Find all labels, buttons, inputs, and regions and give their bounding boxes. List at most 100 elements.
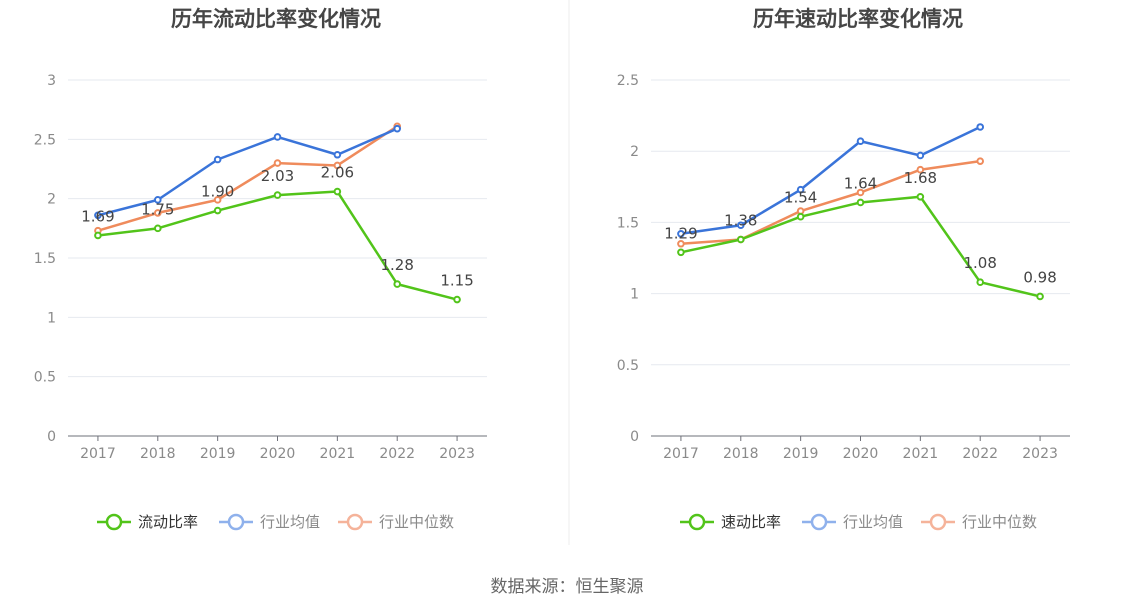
data-point-average	[333, 150, 342, 159]
data-point-primary	[213, 206, 222, 215]
x-tick-label: 2020	[260, 446, 296, 462]
data-point-primary	[736, 235, 745, 244]
data-label: 2.03	[261, 167, 294, 185]
x-tick-label: 2021	[903, 446, 939, 462]
data-label: 1.64	[844, 174, 877, 192]
y-tick-label: 0.5	[617, 358, 639, 374]
data-point-median	[333, 161, 342, 170]
data-label: 1.90	[201, 183, 234, 201]
legend-label: 行业中位数	[962, 513, 1037, 531]
chart-title: 历年速动比率变化情况	[753, 7, 963, 31]
data-point-median	[153, 209, 162, 217]
x-tick-label: 2019	[783, 446, 819, 462]
x-tick-label: 2020	[843, 446, 879, 462]
y-tick-label: 3	[47, 73, 56, 89]
x-tick-label: 2017	[663, 446, 699, 462]
data-point-average	[976, 123, 985, 131]
data-point-median	[677, 239, 685, 248]
x-tick-label: 2021	[320, 446, 356, 462]
chart-panel-2: 历年速动比率变化情况 0 0.5 1 1.5 2 2.5 2017 2018 2019 2020 20…	[617, 7, 1070, 531]
legend-label: 行业均值	[260, 513, 320, 531]
data-point-average	[393, 124, 402, 133]
data-point-primary	[453, 295, 461, 304]
y-tick-label: 2.5	[34, 132, 56, 148]
legend-marker	[810, 513, 828, 531]
data-point-median	[856, 188, 865, 197]
y-tick-label: 2	[630, 144, 639, 160]
data-point-primary	[1036, 292, 1044, 301]
legend-marker	[929, 513, 947, 531]
data-label: 1.28	[381, 256, 414, 274]
data-point-average	[856, 137, 865, 146]
data-point-primary	[273, 191, 282, 199]
legend-item-primary: 流动比率	[97, 513, 198, 531]
legend-marker	[688, 513, 706, 531]
x-tick-label: 2018	[140, 446, 176, 462]
data-point-median	[916, 165, 925, 174]
legend-label: 流动比率	[138, 513, 198, 531]
data-label: 1.54	[784, 189, 817, 207]
legend-marker	[105, 513, 123, 531]
data-point-average	[153, 196, 162, 204]
data-point-average	[796, 185, 805, 194]
data-point-primary	[393, 280, 402, 288]
x-tick-label: 2017	[80, 446, 116, 462]
x-tick-label: 2018	[723, 446, 759, 462]
legend-label: 速动比率	[721, 513, 781, 531]
data-point-primary	[153, 224, 162, 233]
data-point-primary	[796, 212, 805, 221]
data-point-primary	[94, 231, 102, 240]
y-tick-label: 1	[47, 310, 56, 326]
data-point-primary	[856, 198, 865, 207]
legend-label: 行业均值	[843, 513, 903, 531]
data-label: 1.29	[664, 224, 697, 242]
data-label: 0.98	[1023, 268, 1056, 286]
data-point-median	[213, 196, 222, 204]
legend-marker	[227, 513, 245, 531]
x-tick-label: 2022	[962, 446, 998, 462]
data-point-median	[273, 159, 282, 167]
data-point-average	[677, 229, 685, 238]
y-tick-label: 1.5	[617, 215, 639, 231]
data-point-primary	[976, 278, 985, 287]
x-tick-label: 2019	[200, 446, 236, 462]
data-point-average	[916, 151, 925, 160]
x-tick-label: 2023	[439, 446, 475, 462]
series-line-median	[97, 125, 398, 232]
chart-title: 历年流动比率变化情况	[171, 7, 381, 31]
legend-item-primary: 速动比率	[680, 513, 781, 531]
legend-label: 行业中位数	[379, 513, 454, 531]
legend-marker	[346, 513, 364, 531]
data-point-primary	[677, 248, 685, 257]
chart-panel-1: 历年流动比率变化情况 0 0.5 1 1.5 2 2.5 3 2017 2018 2019 2020 2…	[34, 7, 487, 531]
series-line-average	[680, 125, 981, 236]
data-source: 数据来源：恒生聚源	[491, 577, 644, 597]
data-label: 1.68	[904, 169, 937, 187]
data-label: 2.06	[321, 164, 354, 182]
y-tick-label: 2.5	[617, 73, 639, 89]
data-label: 1.15	[440, 272, 473, 290]
data-point-average	[736, 221, 745, 230]
y-tick-label: 0.5	[34, 370, 56, 386]
legend-item-average: 行业均值	[219, 513, 320, 531]
x-tick-label: 2022	[379, 446, 415, 462]
x-tick-label: 2023	[1022, 446, 1058, 462]
y-tick-label: 1	[630, 287, 639, 303]
data-point-average	[94, 211, 102, 220]
series-line-median	[680, 159, 981, 246]
y-tick-label: 0	[630, 429, 639, 445]
legend-item-median: 行业中位数	[338, 513, 454, 531]
data-point-average	[213, 155, 222, 164]
y-tick-label: 1.5	[34, 251, 56, 267]
data-point-primary	[916, 192, 925, 201]
data-label: 1.69	[81, 207, 114, 225]
data-point-median	[976, 157, 985, 165]
data-label: 1.08	[964, 254, 997, 272]
legend-item-average: 行业均值	[802, 513, 903, 531]
data-point-primary	[333, 187, 342, 196]
data-label: 1.38	[724, 211, 757, 229]
data-label: 1.75	[141, 200, 174, 218]
y-tick-label: 2	[47, 192, 56, 208]
data-point-average	[273, 133, 282, 141]
